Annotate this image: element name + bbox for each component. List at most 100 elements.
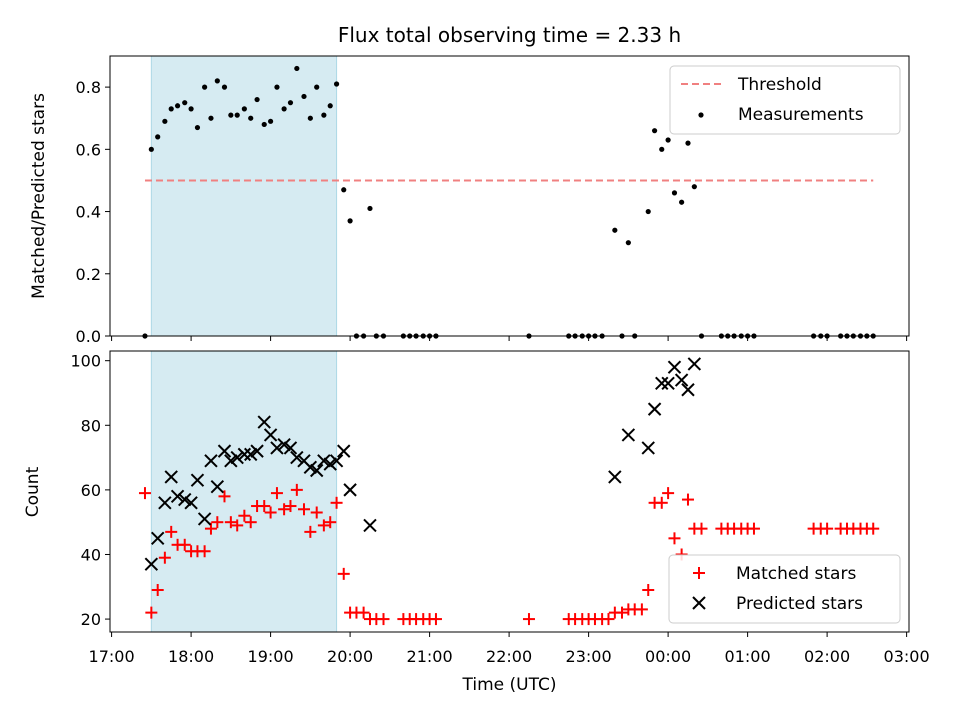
top-legend: Threshold Measurements (669, 65, 901, 135)
measurement-point (645, 208, 651, 215)
x-tick-label: 21:00 (407, 647, 453, 666)
predicted-star-point (144, 557, 159, 571)
y-tick-label: 0.0 (76, 327, 101, 346)
measurement-point (333, 81, 340, 87)
bottom-x-ticks: 17:00 18:00 19:00 20:00 21:00 22:00 23:00 00:00… (89, 632, 930, 666)
y-tick-label: 20 (81, 610, 101, 629)
predicted-star-point (343, 483, 357, 497)
predicted-star-point (190, 473, 205, 487)
predicted-star-point (608, 470, 622, 484)
matched-star-point (290, 483, 303, 496)
legend-threshold-label: Threshold (737, 75, 822, 95)
x-tick-label: 18:00 (168, 647, 214, 666)
measurement-point (314, 84, 320, 90)
measurement-point (671, 190, 678, 196)
bottom-y-axis-label: Count (23, 466, 43, 517)
predicted-star-point (237, 447, 252, 462)
matched-star-point (204, 522, 217, 535)
predicted-star-point (661, 376, 675, 391)
matched-star-point (357, 606, 370, 619)
matched-star-point (165, 525, 178, 538)
measurement-point (625, 240, 631, 246)
predicted-star-point (244, 447, 258, 462)
matched-star-point (238, 509, 251, 522)
y-tick-label: 60 (81, 481, 101, 500)
matched-star-point (662, 487, 675, 500)
predicted-star-point (230, 450, 244, 465)
x-tick-label: 22:00 (486, 647, 532, 666)
x-tick-label: 02:00 (804, 647, 850, 666)
predicted-star-point (224, 454, 238, 468)
y-tick-label: 0.4 (76, 203, 101, 222)
predicted-star-point (150, 531, 165, 546)
matched-star-point (695, 522, 708, 535)
y-tick-label: 40 (81, 545, 101, 564)
predicted-star-point (303, 460, 318, 474)
measurement-point (281, 106, 287, 112)
legend-matched-swatch (693, 567, 705, 579)
measurement-point (294, 65, 300, 72)
bottom-y-ticks: 20 40 60 80 100 (70, 352, 110, 629)
matched-star-point (297, 503, 310, 516)
predicted-star-point (283, 441, 298, 455)
measurement-point (214, 78, 220, 84)
matched-star-point (198, 545, 211, 558)
matched-star-point (264, 506, 277, 519)
top-y-ticks: 0.0 0.2 0.4 0.6 0.8 (76, 78, 110, 346)
predicted-star-point (250, 444, 264, 458)
matched-star-point (231, 519, 244, 532)
matched-star-point (258, 500, 271, 513)
predicted-star-point (270, 441, 284, 455)
matched-star-point (151, 584, 164, 597)
x-axis-label: Time (UTC) (462, 675, 557, 695)
measurement-point (327, 103, 333, 109)
measurement-point (174, 103, 181, 109)
matched-star-point (270, 487, 283, 500)
y-tick-label: 80 (81, 416, 101, 435)
top-x-ticks (111, 336, 908, 341)
matched-star-point (178, 538, 191, 551)
top-legend-box (669, 65, 901, 135)
predicted-star-point (158, 496, 172, 510)
matched-star-point (138, 487, 151, 500)
predicted-star-point (687, 357, 702, 371)
measurement-point (254, 96, 260, 103)
predicted-star-point (363, 518, 377, 533)
matched-star-point (668, 532, 681, 545)
y-tick-label: 0.6 (76, 140, 101, 159)
matched-star-point (615, 606, 628, 619)
matched-stars-points (138, 483, 880, 626)
measurement-point (307, 115, 313, 121)
top-y-axis-label: Matched/Predicted stars (29, 93, 49, 299)
predicted-star-point (329, 454, 344, 468)
matched-star-point (429, 613, 442, 626)
matched-star-point (635, 603, 648, 616)
matched-star-point (377, 613, 390, 626)
matched-star-point (304, 525, 317, 538)
matched-star-point (642, 584, 655, 597)
legend-predicted-label: Predicted stars (736, 594, 863, 614)
matched-star-point (218, 490, 231, 503)
measurement-point (208, 115, 214, 121)
x-tick-label: 19:00 (248, 647, 294, 666)
legend-measurements-swatch (698, 112, 704, 118)
predicted-star-point (655, 376, 669, 391)
x-tick-label: 23:00 (566, 647, 612, 666)
predicted-star-point (323, 457, 337, 471)
predicted-star-point (277, 437, 291, 452)
measurement-point (679, 199, 685, 205)
measurement-point (148, 146, 154, 152)
predicted-star-point (337, 444, 351, 458)
measurement-point (347, 218, 353, 224)
predicted-star-point (257, 415, 271, 429)
measurement-point (202, 84, 208, 90)
measurement-point (341, 187, 347, 193)
predicted-star-point (210, 479, 225, 494)
predicted-star-point (309, 463, 324, 478)
predicted-star-point (178, 492, 192, 507)
measurement-point (691, 184, 697, 190)
measurement-point (665, 137, 671, 143)
measurement-point (274, 84, 280, 90)
y-tick-label: 0.8 (76, 78, 101, 97)
measurement-point (287, 100, 294, 106)
